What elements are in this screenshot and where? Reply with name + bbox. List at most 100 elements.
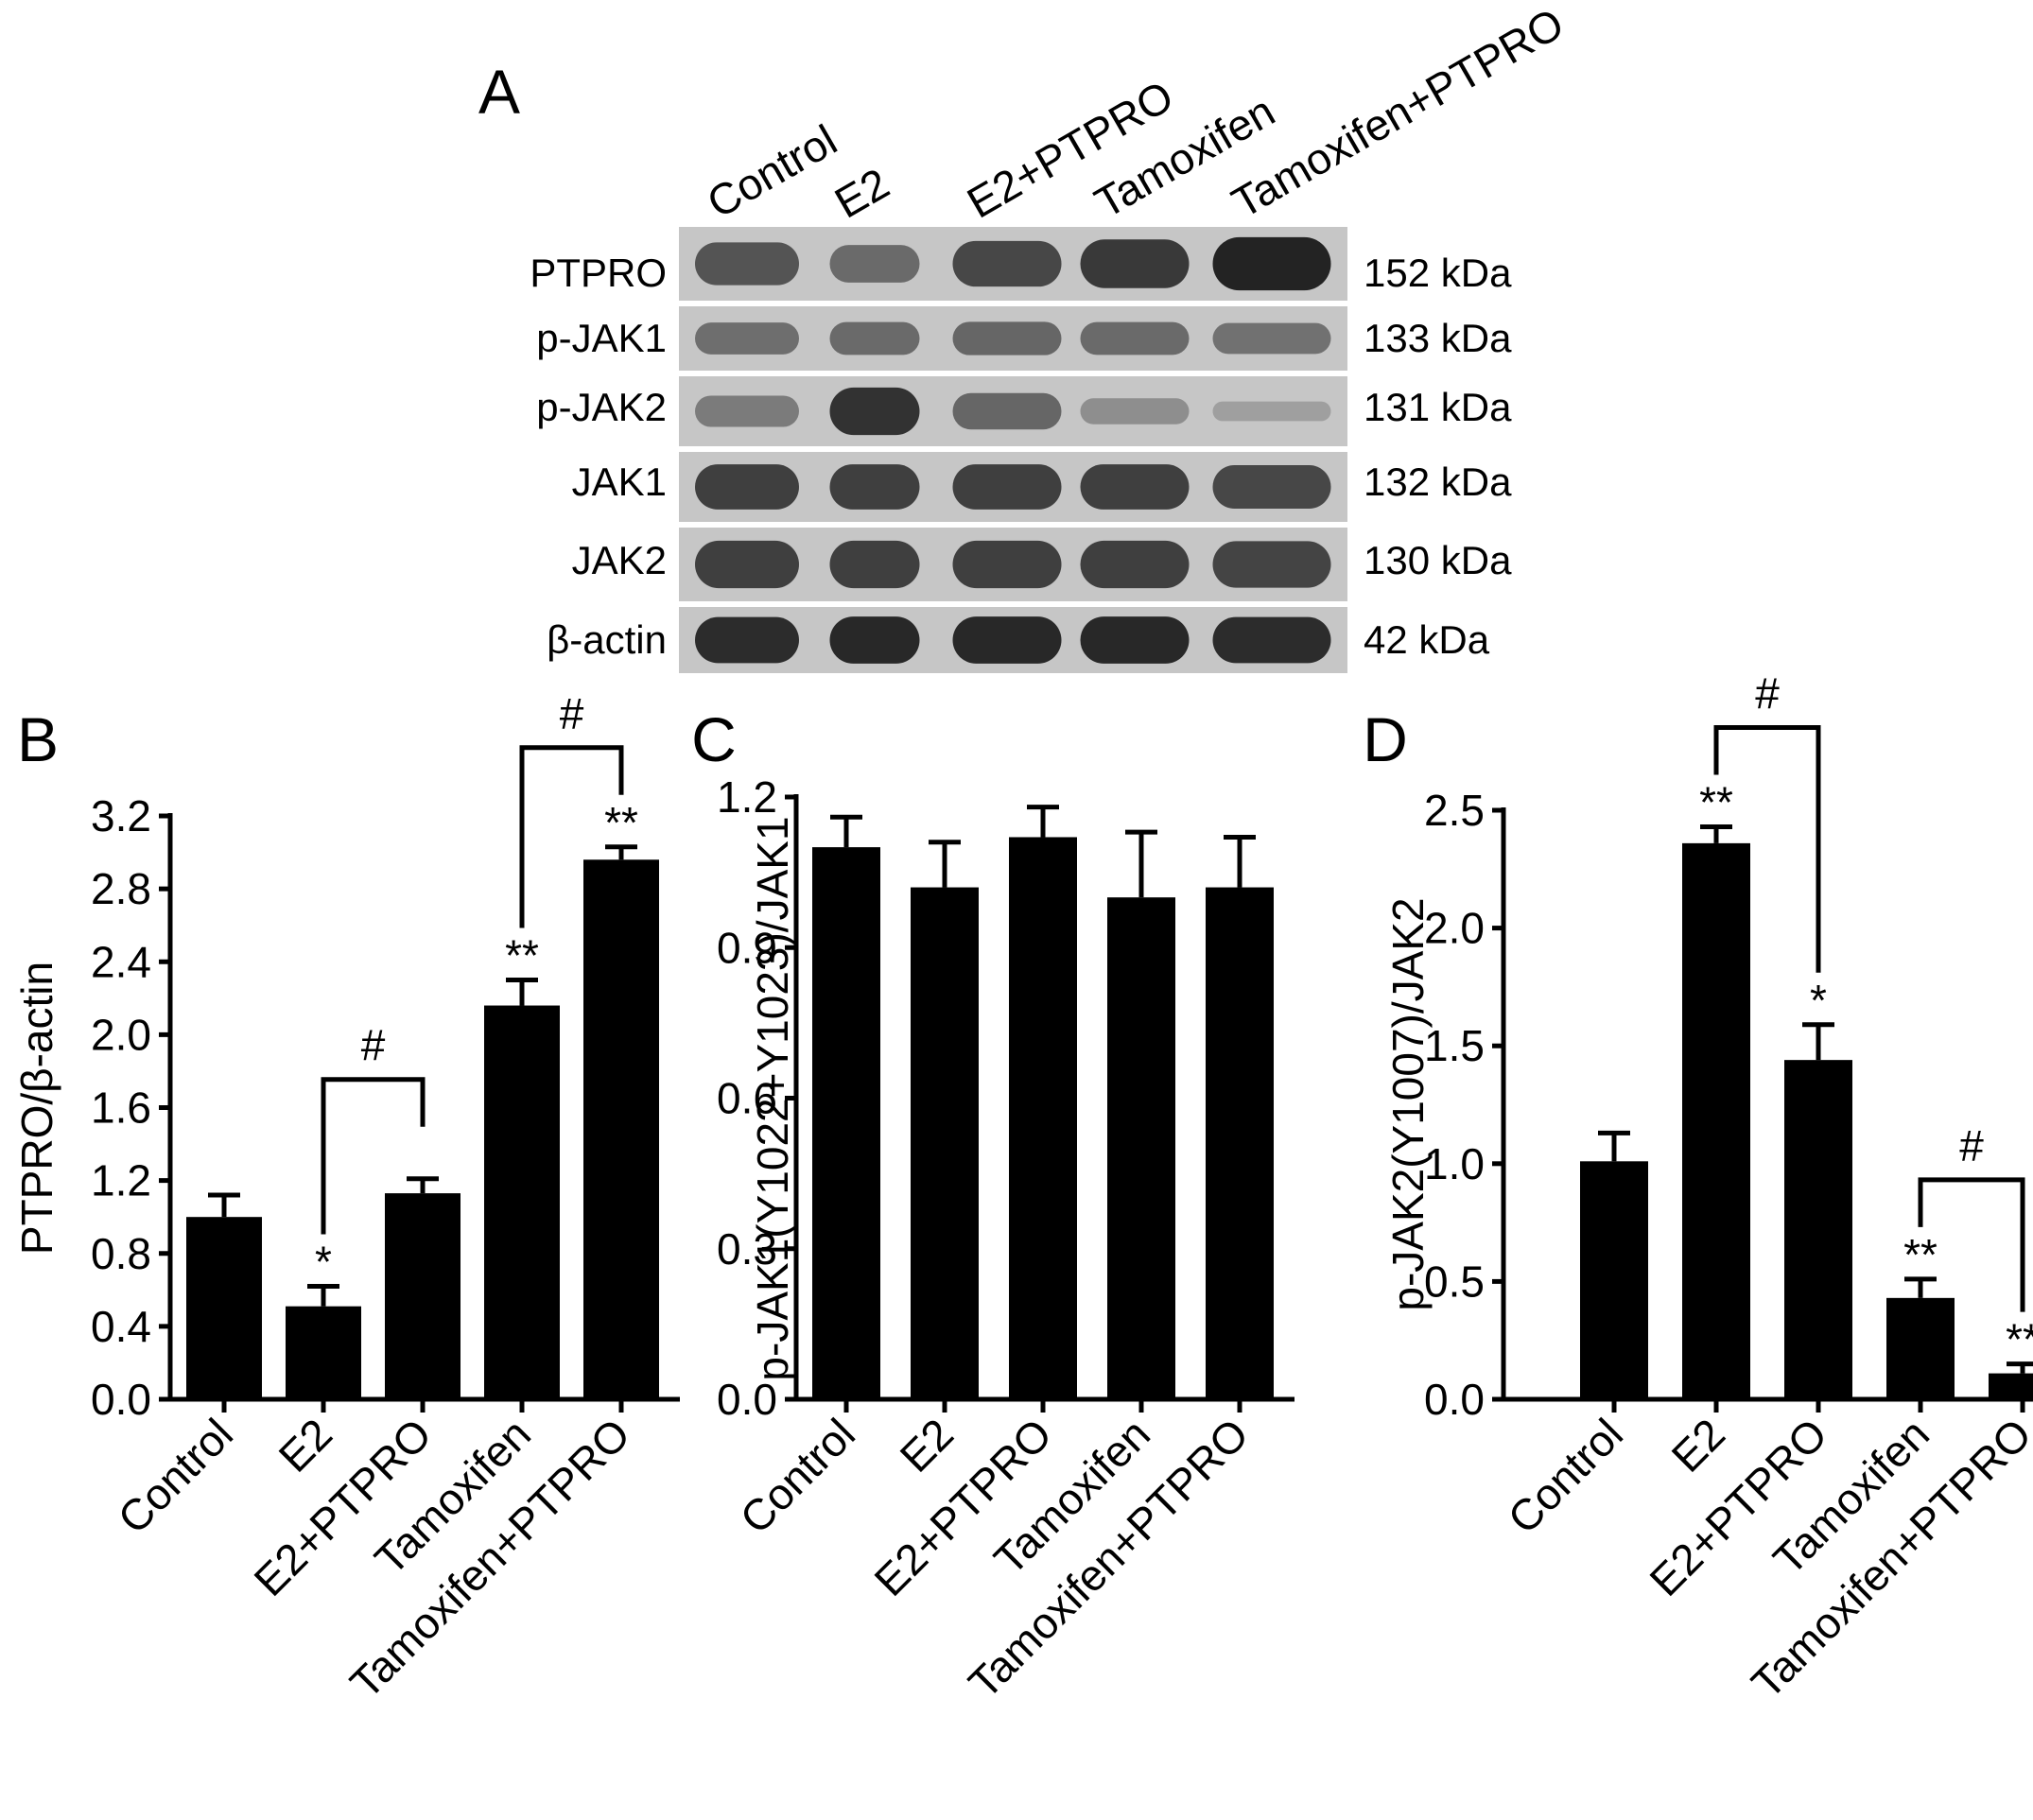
blot-row-actin: β-actin 42 kDa — [547, 607, 1490, 673]
blot-band-tamoxifen — [1080, 398, 1190, 425]
chart-panel-b: B 0.0 0.4 0.8 1.2 1.6 2.0 2.4 2.8 3.2 PTPRO/β-acti… — [12, 689, 680, 1707]
blot-row-label: β-actin — [547, 617, 667, 662]
panel-letter-c: C — [691, 704, 737, 774]
comparison-mark: # — [1755, 668, 1780, 718]
x-tick-label-control: Control — [730, 1409, 864, 1543]
blot-band-tamoxifen-ptpro — [1212, 236, 1331, 291]
significance-mark-e2: * — [315, 1237, 332, 1286]
blot-band-tamoxifen — [1080, 616, 1190, 664]
bar-e2 — [911, 887, 979, 1399]
blot-size-label: 131 kDa — [1364, 385, 1512, 429]
blot-band-tamoxifen — [1080, 540, 1190, 589]
blot-band-e2 — [829, 245, 920, 283]
chart-panel-d: D 0.0 0.5 1.0 1.5 2.0 2.5 p-JAK2(Y1007)/JAK2 Con… — [1363, 668, 2033, 1707]
x-tick-label-control: Control — [1498, 1409, 1632, 1543]
bar-control — [1580, 1161, 1648, 1399]
blot-band-control — [695, 540, 799, 589]
significance-mark-tamoxifen: ** — [1903, 1230, 1937, 1279]
bar-control — [186, 1217, 262, 1399]
comparison-bracket — [321, 1077, 426, 1235]
blot-row-ptpro: PTPRO 152 kDa — [530, 227, 1512, 301]
y-tick-label: 1.5 — [1424, 1021, 1485, 1070]
blot-row-label: PTPRO — [530, 251, 667, 295]
comparison-mark: # — [361, 1021, 386, 1070]
bar-e2-ptpro — [1784, 1060, 1852, 1399]
y-tick-label: 0.6 — [717, 1074, 777, 1123]
blot-band-tamoxifen — [1080, 239, 1190, 288]
blot-row-jak2: JAK2 130 kDa — [572, 528, 1512, 601]
comparison-bracket — [1713, 724, 1821, 973]
y-tick-label: 0.0 — [91, 1375, 151, 1424]
blot-band-control — [695, 242, 799, 286]
bar-control — [812, 847, 880, 1399]
y-axis-title: p-JAK1(Y1022+Y1023)/JAK1 — [748, 816, 797, 1380]
y-tick-label: 2.0 — [1424, 904, 1485, 953]
x-tick-label-e2: E2 — [891, 1409, 964, 1482]
significance-mark-e2: ** — [1699, 777, 1733, 826]
y-axis-title: PTPRO/β-actin — [12, 962, 61, 1255]
blot-band-e2 — [829, 387, 920, 436]
y-tick-label: 1.0 — [1424, 1139, 1485, 1188]
lane-label-control: Control — [699, 114, 844, 227]
bar-tamoxifen — [1886, 1297, 1955, 1399]
blot-band-e2 — [829, 540, 920, 589]
blot-band-e2-ptpro — [952, 464, 1062, 510]
blot-row-label: p-JAK2 — [536, 385, 667, 429]
blot-band-e2-ptpro — [952, 540, 1062, 589]
lane-label-e2: E2 — [826, 158, 897, 227]
blot-size-label: 132 kDa — [1364, 459, 1512, 504]
lane-label-tamoxifen-ptpro: Tamoxifen+PTPRO — [1224, 0, 1572, 228]
blot-size-label: 133 kDa — [1364, 316, 1512, 360]
blot-row-label: p-JAK1 — [536, 316, 667, 360]
comparison-mark: # — [560, 689, 584, 738]
blot-band-tamoxifen — [1080, 321, 1190, 355]
blot-row-label: JAK1 — [572, 459, 667, 504]
blot-size-label: 152 kDa — [1364, 251, 1512, 295]
comparison-bracket — [1918, 1177, 2025, 1312]
bar-e2-ptpro — [385, 1193, 460, 1399]
blot-size-label: 130 kDa — [1364, 538, 1512, 582]
bar-tamoxifen-ptpro — [1989, 1373, 2033, 1399]
y-tick-label: 0.3 — [717, 1224, 777, 1274]
y-tick-label: 0.0 — [717, 1375, 777, 1424]
blot-band-tamoxifen-ptpro — [1212, 541, 1331, 588]
blot-row-p-jak1: p-JAK1 133 kDa — [536, 306, 1512, 371]
significance-mark-e2-ptpro: * — [1810, 976, 1827, 1025]
y-tick-label: 0.9 — [717, 923, 777, 972]
blot-band-tamoxifen-ptpro — [1212, 465, 1331, 509]
y-tick-label: 2.8 — [91, 864, 151, 913]
y-tick-label: 3.2 — [91, 791, 151, 841]
blot-band-e2-ptpro — [952, 321, 1062, 355]
y-tick-label: 1.2 — [91, 1156, 151, 1205]
x-tick-label-e2: E2 — [269, 1409, 342, 1482]
chart-panel-c: C 0.0 0.3 0.6 0.9 1.2p-JAK1(Y1022+Y1023)/JAK1… — [691, 704, 1295, 1707]
comparison-mark: # — [1959, 1121, 1984, 1170]
blot-band-e2-ptpro — [952, 616, 1062, 664]
bar-tamoxifen — [484, 1005, 560, 1399]
panel-letter-d: D — [1363, 704, 1408, 774]
blot-band-e2-ptpro — [952, 392, 1062, 430]
blot-band-control — [695, 322, 799, 355]
panel-letter-a: A — [478, 57, 520, 127]
x-tick-label-control: Control — [108, 1409, 242, 1543]
bar-e2 — [1682, 842, 1750, 1399]
y-tick-label: 2.5 — [1424, 786, 1485, 835]
blot-band-e2-ptpro — [952, 240, 1062, 287]
blot-band-e2 — [829, 464, 920, 510]
y-tick-label: 0.0 — [1424, 1375, 1485, 1424]
bar-tamoxifen — [1107, 897, 1175, 1399]
blot-band-e2 — [829, 321, 920, 355]
blot-row-label: JAK2 — [572, 538, 667, 582]
y-axis-title: p-JAK2(Y1007)/JAK2 — [1383, 897, 1433, 1310]
blot-size-label: 42 kDa — [1364, 617, 1490, 662]
y-tick-label: 1.6 — [91, 1083, 151, 1133]
bar-e2-ptpro — [1009, 837, 1077, 1399]
blot-band-tamoxifen-ptpro — [1212, 616, 1331, 664]
y-tick-label: 0.5 — [1424, 1257, 1485, 1306]
y-tick-label: 2.0 — [91, 1010, 151, 1059]
blot-band-control — [695, 616, 799, 664]
bar-tamoxifen-ptpro — [1206, 887, 1274, 1399]
bar-charts: B 0.0 0.4 0.8 1.2 1.6 2.0 2.4 2.8 3.2 PTPRO/β-acti… — [12, 668, 2033, 1707]
blot-band-tamoxifen-ptpro — [1212, 401, 1331, 422]
bar-e2 — [286, 1306, 361, 1399]
